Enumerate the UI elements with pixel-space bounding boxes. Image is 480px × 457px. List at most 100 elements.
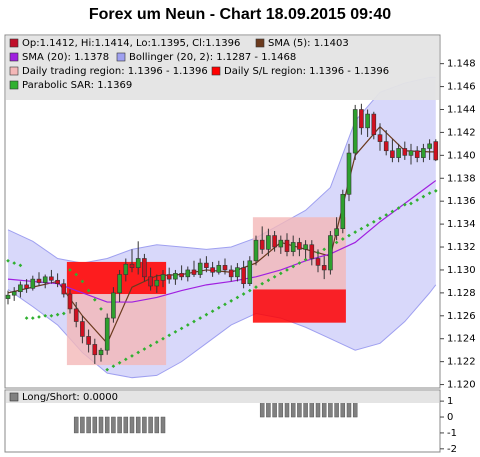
sar-dot <box>390 209 395 214</box>
candle-body <box>340 194 346 229</box>
bar <box>98 416 104 434</box>
candle-body <box>61 283 67 295</box>
bar <box>278 400 284 418</box>
candle-body <box>135 258 141 268</box>
y-tick-label: 1.138 <box>447 173 476 184</box>
legend-label: SMA (20): 1.1378 <box>22 52 109 63</box>
bar <box>154 416 160 434</box>
sar-dot <box>421 194 426 199</box>
legend-label: Daily trading region: 1.1396 - 1.1396 <box>22 66 208 77</box>
legend-swatch <box>9 38 19 48</box>
candle-body <box>297 242 302 250</box>
candle-body <box>185 269 191 278</box>
candle-body <box>315 258 321 266</box>
candle-body <box>160 274 166 281</box>
sar-dot <box>359 226 364 231</box>
bar <box>142 416 147 434</box>
sar-dot <box>272 274 277 279</box>
sar-dot <box>86 288 91 293</box>
candle-body <box>272 235 277 248</box>
chart-title: Forex um Neun - Chart 18.09.2015 09:40 <box>89 6 391 23</box>
candle-body <box>104 317 110 351</box>
bar <box>135 416 141 434</box>
candle-body <box>421 148 426 158</box>
legend-swatch <box>9 392 19 402</box>
y-tick-label: 1.126 <box>447 311 476 322</box>
candle-body <box>427 143 432 149</box>
bar <box>266 400 271 418</box>
sar-dot <box>340 237 345 241</box>
sar-dot <box>260 281 265 286</box>
sar-dot <box>353 230 358 234</box>
sar-dot <box>371 219 376 224</box>
candle-body <box>129 263 135 268</box>
legend-swatch <box>9 80 19 90</box>
candle-body <box>377 134 383 142</box>
legend-box <box>6 36 439 100</box>
legend-label: Op:1.1412, Hi:1.1414, Lo:1.1395, Cl:1.13… <box>22 38 240 49</box>
bar <box>284 400 290 418</box>
bar <box>86 416 91 434</box>
candle-body <box>173 273 178 280</box>
legend-swatch <box>211 66 221 76</box>
candle-body <box>18 284 23 293</box>
sar-dot <box>123 357 128 362</box>
candle-body <box>30 278 36 289</box>
bar <box>129 416 135 434</box>
y-tick-label: 1.142 <box>447 127 476 138</box>
candle-body <box>111 292 116 319</box>
candle-body <box>371 113 377 136</box>
y-tick-label: -1 <box>447 428 457 439</box>
candle-body <box>396 148 401 158</box>
sar-dot <box>210 309 215 314</box>
sar-dot <box>74 272 79 277</box>
candle-body <box>235 267 240 278</box>
sar-dot <box>285 268 289 272</box>
bar <box>315 400 321 418</box>
sar-dot <box>322 247 327 252</box>
sar-dot <box>198 316 203 320</box>
y-tick-label: 1.122 <box>447 357 476 368</box>
candle-body <box>49 276 54 281</box>
bar <box>80 416 85 434</box>
bar <box>321 400 327 418</box>
y-tick-label: 1.128 <box>447 288 476 299</box>
sar-dot <box>223 302 227 307</box>
candle-body <box>55 279 60 285</box>
bar <box>104 416 110 434</box>
y-tick-label: 1.130 <box>447 265 476 276</box>
candle-body <box>228 269 234 278</box>
y-tick-label: 1.136 <box>447 196 476 207</box>
sar-dot <box>142 347 147 351</box>
sar-dot <box>433 189 438 193</box>
sar-dot <box>241 292 246 296</box>
y-tick-label: 1.132 <box>447 242 476 253</box>
candle-body <box>359 109 364 129</box>
sar-dot <box>266 278 271 283</box>
sar-dot <box>384 213 389 217</box>
sar-dot <box>192 319 196 324</box>
legend-label: Parabolic SAR: 1.1369 <box>22 80 132 91</box>
y-tick-label: 1.124 <box>447 334 476 345</box>
sar-dot <box>365 223 370 228</box>
candle-body <box>321 265 327 271</box>
candle-body <box>383 141 389 152</box>
y-tick-label: -2 <box>447 444 457 455</box>
sar-dot <box>161 336 165 341</box>
y-tick-label: 1.134 <box>447 219 476 230</box>
y-tick-label: 1.140 <box>447 150 476 161</box>
candle-body <box>73 308 79 322</box>
candle-body <box>42 276 48 283</box>
sar-dot <box>6 258 10 263</box>
candle-body <box>179 273 184 278</box>
legend-label: Bollinger (20, 2): 1.1287 - 1.1468 <box>129 52 296 63</box>
candle-body <box>204 262 209 268</box>
candle-body <box>266 235 271 250</box>
sar-dot <box>378 216 382 221</box>
y-tick-label: 0 <box>447 412 453 423</box>
candle-body <box>86 336 91 345</box>
candle-body <box>24 284 29 289</box>
y-tick-label: 1.146 <box>447 82 476 93</box>
